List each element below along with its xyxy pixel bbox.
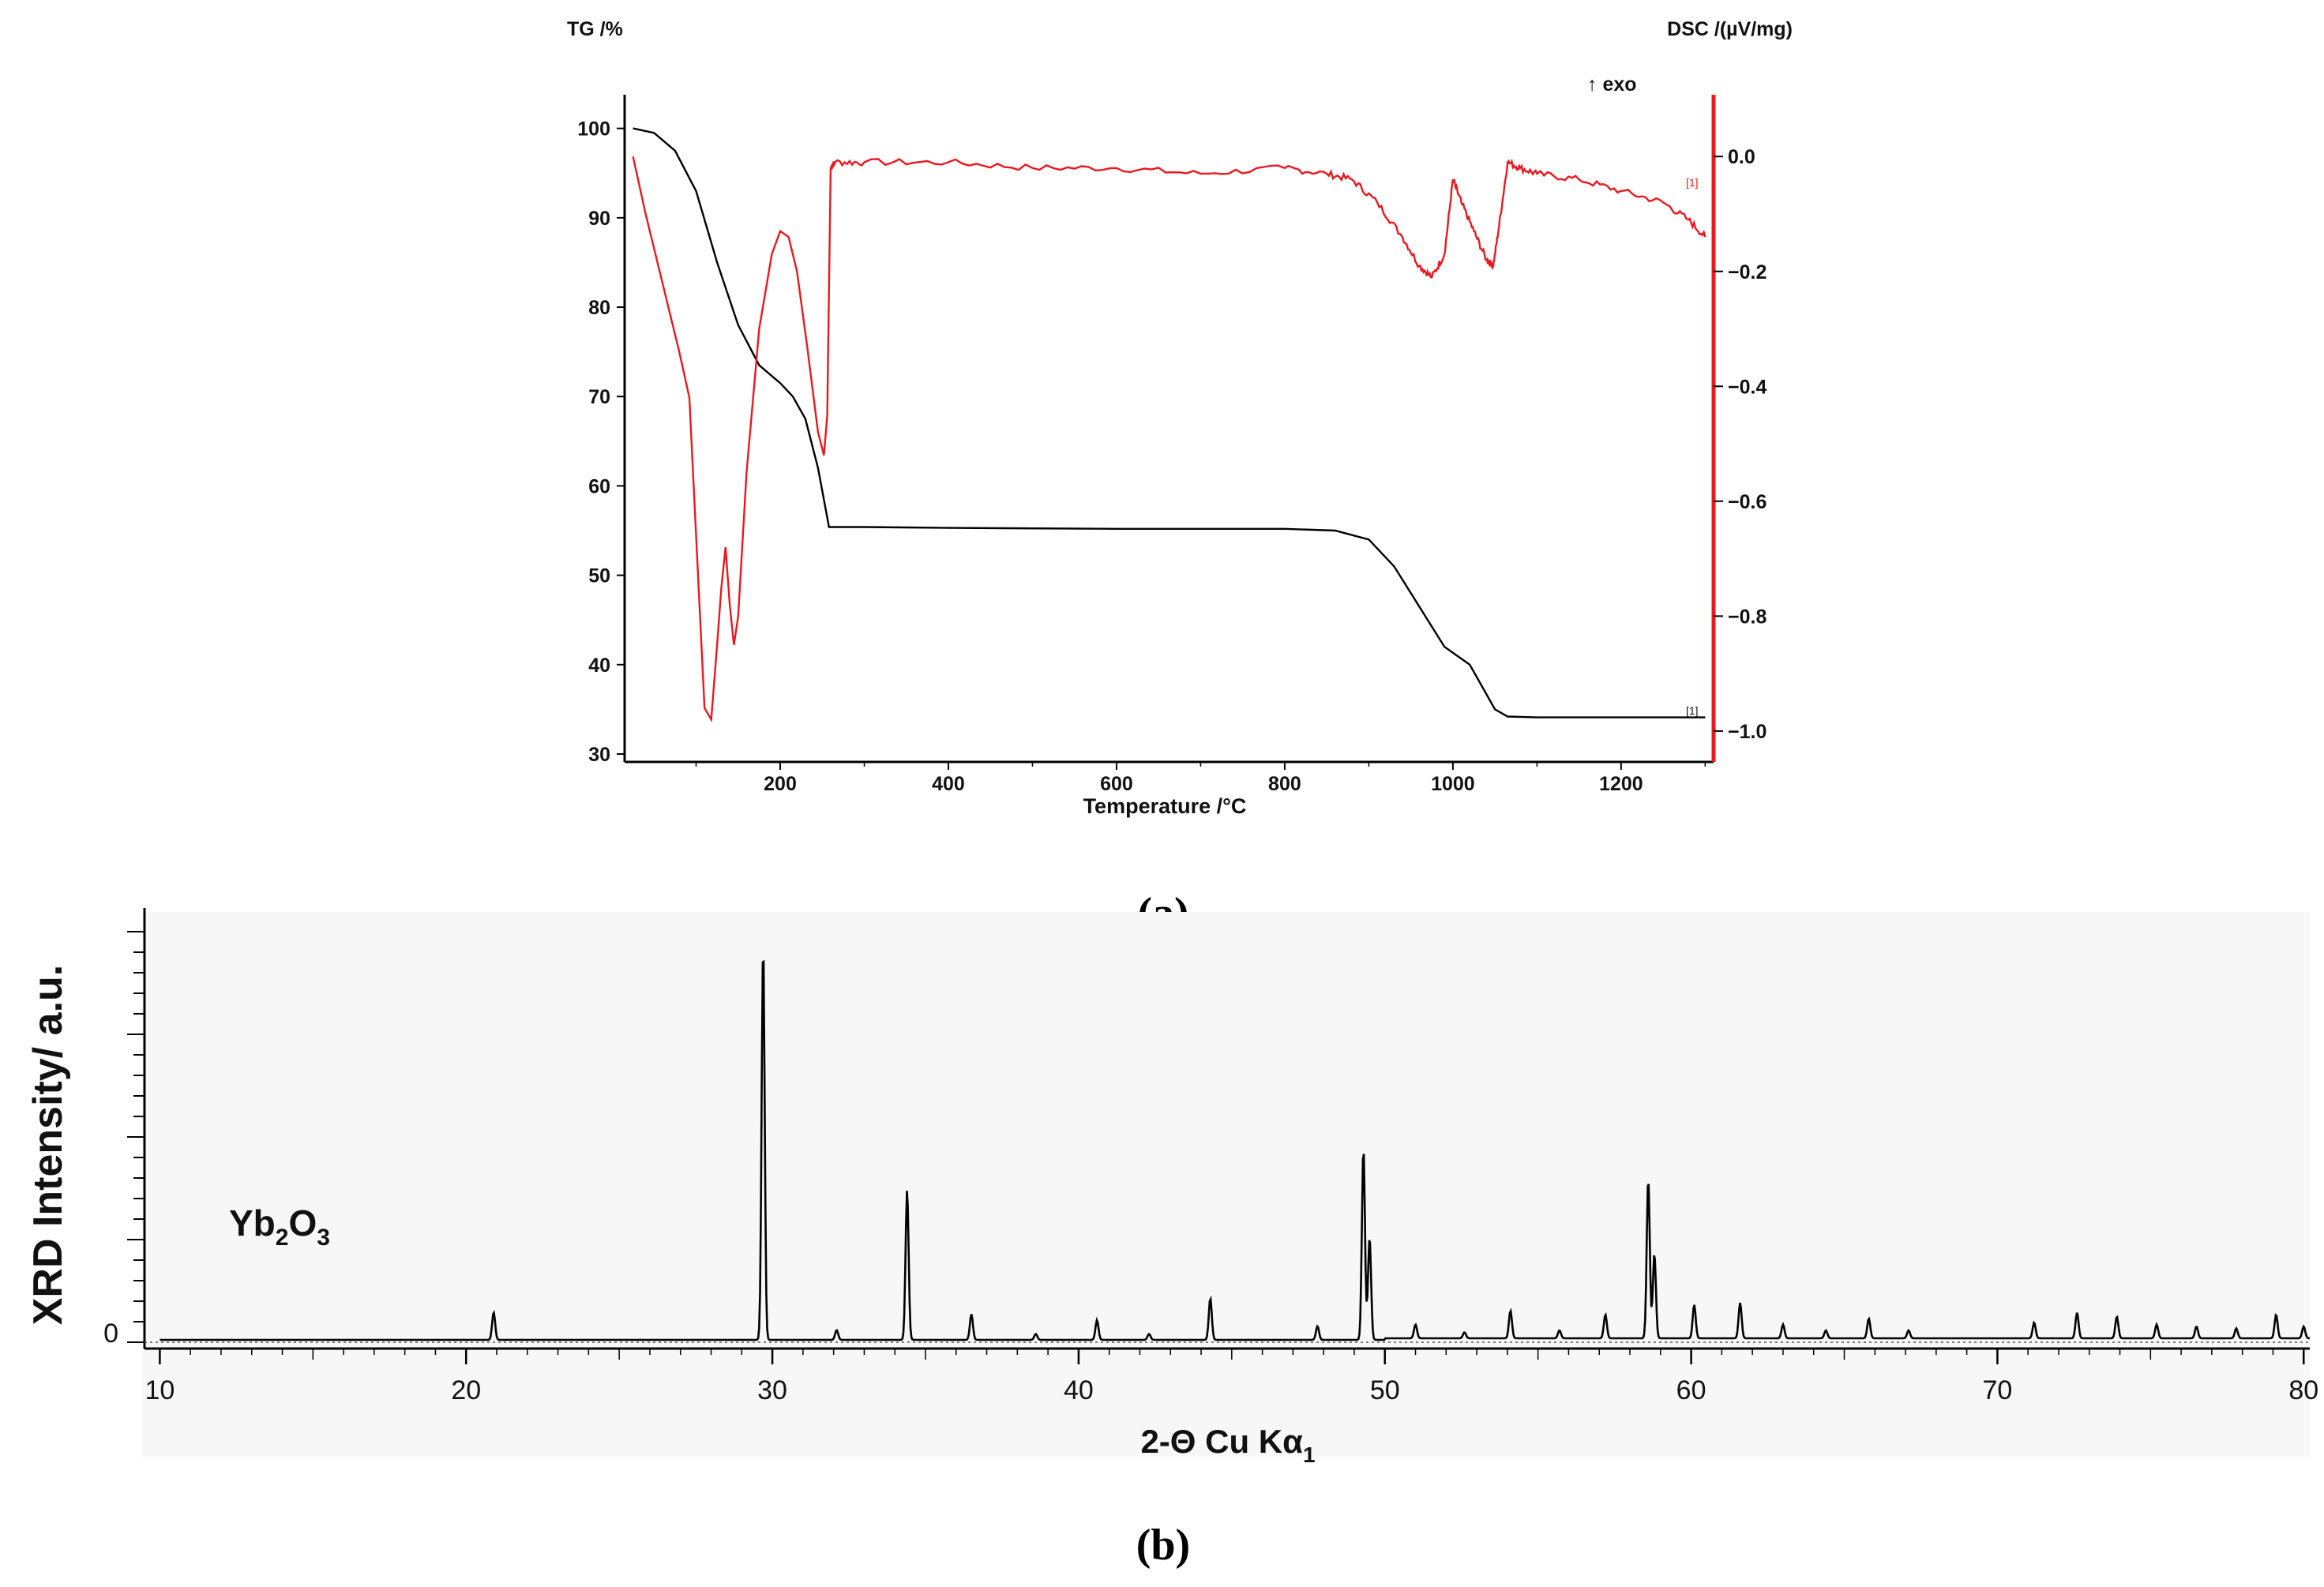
tg-axis-title: TG /% bbox=[567, 18, 623, 40]
dsc-tick-label: −1.0 bbox=[1728, 721, 1766, 743]
exo-annotation: ↑ exo bbox=[1587, 73, 1637, 96]
tg-tick-label: 100 bbox=[577, 118, 610, 141]
tg-tick-label: 90 bbox=[588, 208, 610, 230]
tg-tick-label: 60 bbox=[588, 475, 610, 497]
xrd-ticks: 10 20 30 40 50 60 70 80 bbox=[127, 931, 2318, 1405]
dsc-tick-label: −0.6 bbox=[1728, 491, 1766, 513]
x-tick-label: 1000 bbox=[1431, 773, 1475, 795]
xrd-x-tick-label: 70 bbox=[1982, 1375, 2012, 1405]
tg-tick-label: 50 bbox=[588, 565, 610, 587]
temperature-axis-title: Temperature /°C bbox=[1083, 794, 1247, 818]
xrd-x-tick-label: 60 bbox=[1676, 1375, 1706, 1405]
dsc-series-line bbox=[632, 156, 1706, 723]
tg-dsc-ticks: 200 400 600 800 1000 1200 30 40 50 60 70 80 90 100 0.0… bbox=[577, 118, 1766, 795]
xrd-plot-background bbox=[142, 912, 2310, 1457]
x-tick-label: 800 bbox=[1268, 773, 1301, 795]
x-tick-label: 200 bbox=[764, 773, 797, 795]
dsc-tick-label: −0.2 bbox=[1728, 261, 1766, 283]
xrd-chart: XRD Intensity/ a.u. 2-Θ Cu Kα1 Yb2O3 0 1… bbox=[25, 908, 2318, 1467]
xrd-x-tick-label: 20 bbox=[451, 1375, 481, 1405]
xrd-y-zero-label: 0 bbox=[103, 1319, 118, 1349]
dsc-curve-marker: [1] bbox=[1686, 176, 1699, 189]
tg-curve-marker: [1] bbox=[1686, 704, 1699, 717]
xrd-x-tick-label: 50 bbox=[1370, 1375, 1400, 1405]
tg-tick-label: 40 bbox=[588, 655, 610, 677]
xrd-pattern-line bbox=[160, 959, 2310, 1341]
yb2o3-label: Yb2O3 bbox=[229, 1202, 330, 1251]
xrd-y-axis-title: XRD Intensity/ a.u. bbox=[25, 965, 71, 1326]
tg-tick-label: 30 bbox=[588, 744, 610, 766]
dsc-tick-label: −0.8 bbox=[1728, 606, 1766, 628]
dsc-tick-label: −0.4 bbox=[1728, 376, 1766, 398]
xrd-x-tick-label: 10 bbox=[145, 1375, 175, 1405]
x-tick-label: 1200 bbox=[1599, 773, 1643, 795]
tg-dsc-chart: TG /% DSC /(µV/mg) ↑ exo Temperature /°C… bbox=[567, 18, 1793, 818]
panel-b-label: (b) bbox=[1136, 1521, 1190, 1570]
dsc-tick-label: 0.0 bbox=[1728, 146, 1755, 168]
tg-tick-label: 80 bbox=[588, 297, 610, 319]
xrd-x-tick-label: 30 bbox=[757, 1375, 787, 1405]
tg-series-line bbox=[633, 127, 1706, 718]
tg-tick-label: 70 bbox=[588, 386, 610, 408]
dsc-axis-title: DSC /(µV/mg) bbox=[1667, 18, 1793, 40]
xrd-x-axis-title: 2-Θ Cu Kα1 bbox=[1140, 1423, 1315, 1467]
xrd-x-tick-label: 80 bbox=[2288, 1375, 2318, 1405]
x-tick-label: 400 bbox=[932, 773, 965, 795]
xrd-x-tick-label: 40 bbox=[1064, 1375, 1094, 1405]
x-tick-label: 600 bbox=[1100, 773, 1133, 795]
